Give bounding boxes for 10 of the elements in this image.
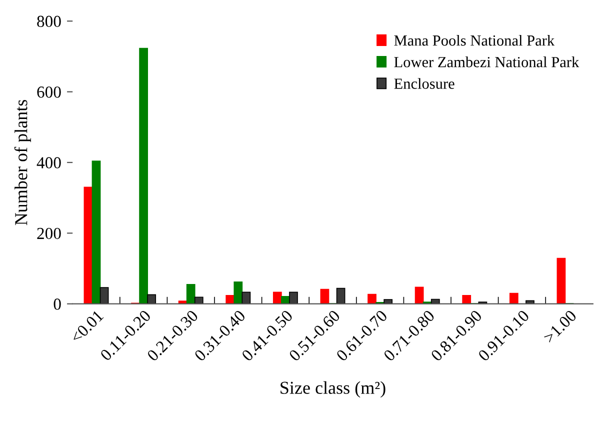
y-axis-title: Number of plants (14, 100, 31, 226)
x-axis-title: Size class (m²) (280, 381, 386, 398)
y-tick-label: 800 (37, 16, 61, 28)
legend-label: Lower Zambezi National Park (394, 56, 580, 68)
y-tick-label: 400 (36, 157, 61, 168)
legend-label: Enclosure (394, 78, 454, 89)
y-tick-label: 600 (37, 86, 61, 98)
y-tick-label: 0 (54, 298, 61, 310)
legend-label: Mana Pools National Park (394, 34, 555, 46)
y-tick-label: 200 (37, 228, 61, 240)
